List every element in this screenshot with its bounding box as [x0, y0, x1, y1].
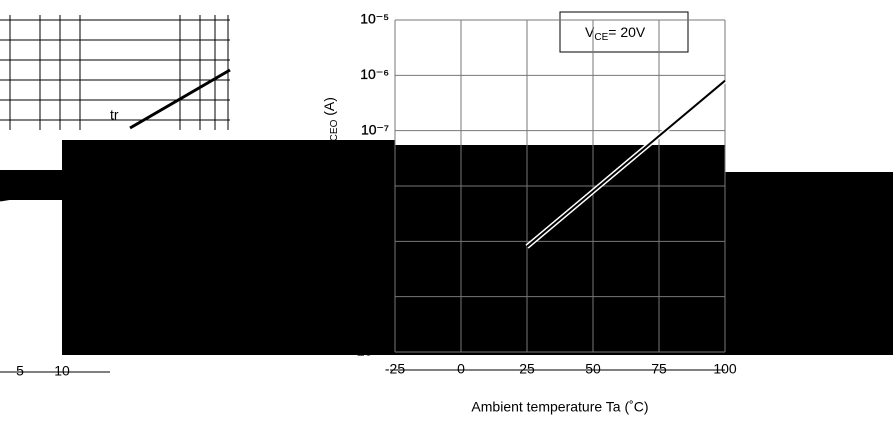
left-annotation: tr — [110, 107, 119, 123]
glitch-block — [395, 165, 725, 355]
x-tick-label: 100 — [713, 361, 737, 377]
y-tick-label: 10⁻¹¹ — [357, 343, 390, 359]
y-tick-label: 10⁻⁷ — [361, 121, 389, 137]
x-tick-label: 25 — [519, 361, 535, 377]
left-fragment-grid — [0, 15, 231, 202]
glitch-block — [725, 172, 893, 355]
data-line — [526, 79, 726, 248]
y-tick-label: 10⁻⁸ — [360, 177, 389, 193]
y-tick-label: 10⁻⁹ — [360, 232, 389, 248]
x-tick-label: 50 — [585, 361, 601, 377]
y-tick-label: 10⁻¹⁰ — [356, 287, 390, 303]
y-tick-label: 10⁻⁶ — [360, 66, 389, 82]
y-axis-label: Collector dark current ICEO (A) — [321, 97, 340, 283]
x-tick-label: -25 — [385, 361, 405, 377]
annotation: VCE= 20V — [585, 24, 646, 43]
annotation-box — [559, 11, 689, 53]
glitch-block — [395, 145, 725, 165]
x-axis-label: Ambient temperature Ta (˚C) — [471, 399, 648, 415]
y-tick-label: 10⁻⁵ — [360, 11, 389, 27]
glitch-block — [62, 140, 395, 355]
x-tick-label: 75 — [651, 361, 667, 377]
left-x-tick-label: 10 — [54, 363, 70, 379]
glitch-block — [0, 170, 62, 200]
left-x-tick-label: 5 — [16, 363, 24, 379]
x-tick-label: 0 — [457, 361, 465, 377]
